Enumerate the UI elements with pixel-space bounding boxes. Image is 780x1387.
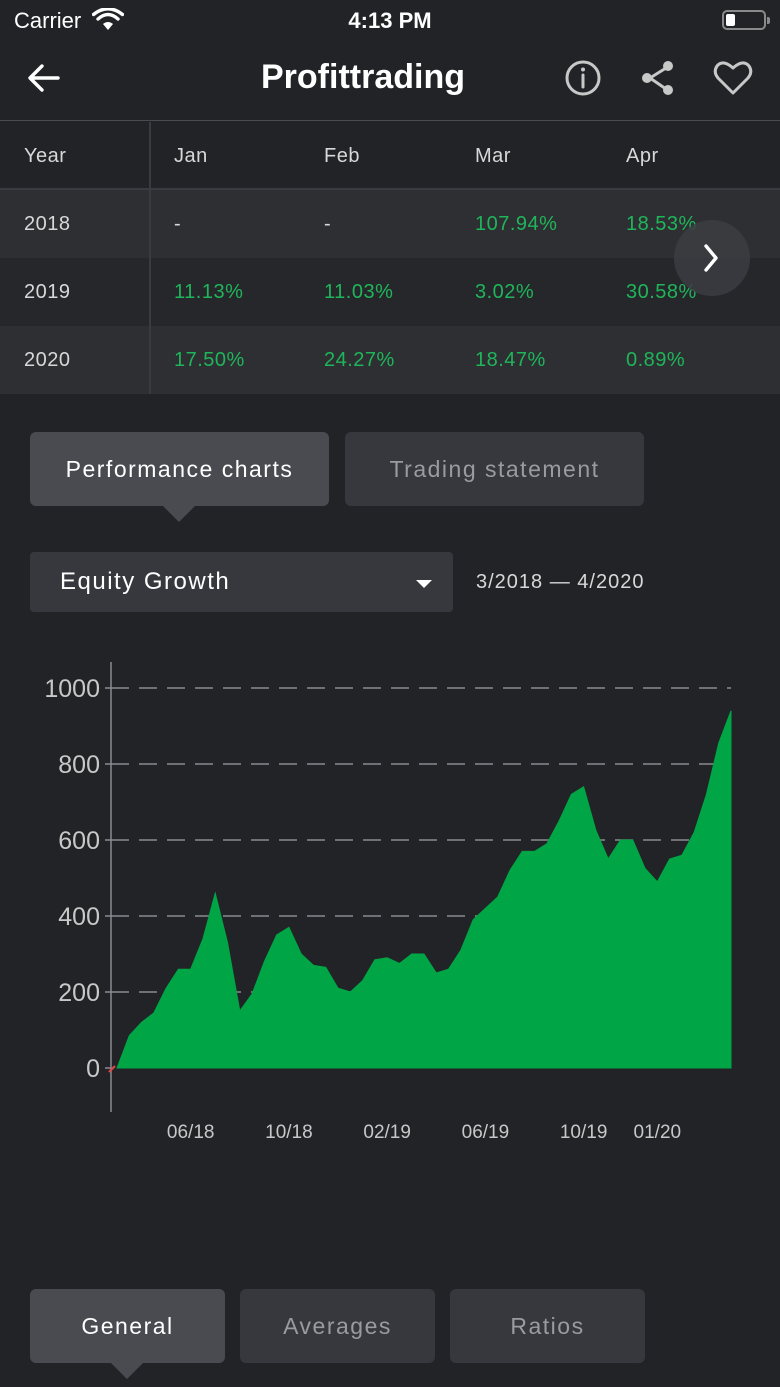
y-tick-label: 800 xyxy=(58,751,100,779)
chart-type-selected: Equity Growth xyxy=(60,568,231,595)
status-bar: Carrier 4:13 PM xyxy=(0,0,780,40)
table-row: 2020 17.50% 24.27% 18.47% 0.89% xyxy=(0,326,780,394)
x-tick-label: 06/18 xyxy=(167,1122,215,1143)
table-cell: 11.03% xyxy=(324,281,394,303)
row-year: 2019 xyxy=(24,281,71,303)
column-divider xyxy=(149,122,151,394)
column-header-mar: Mar xyxy=(475,145,511,167)
y-tick-label: 0 xyxy=(86,1055,100,1083)
table-cell: 30.58% xyxy=(626,281,697,303)
battery-icon xyxy=(722,10,770,30)
x-tick-label: 01/20 xyxy=(634,1122,682,1143)
row-year: 2018 xyxy=(24,213,71,235)
caret-down-icon xyxy=(416,580,432,588)
column-header-jan: Jan xyxy=(174,145,208,167)
column-header-year: Year xyxy=(24,145,67,167)
tab-trading-statement[interactable]: Trading statement xyxy=(345,432,644,506)
y-tick-label: 1000 xyxy=(44,675,100,703)
equity-area-series xyxy=(116,710,732,1069)
row-year: 2020 xyxy=(24,349,71,371)
table-cell: 107.94% xyxy=(475,213,558,235)
share-icon[interactable] xyxy=(636,56,680,100)
tab-general[interactable]: General xyxy=(30,1289,225,1363)
x-tick-label: 06/19 xyxy=(462,1122,510,1143)
table-row: 2018 - - 107.94% 18.53% xyxy=(0,190,780,258)
table-cell: 0.89% xyxy=(626,349,686,371)
active-tab-pointer xyxy=(163,506,195,522)
table-cell: 18.47% xyxy=(475,349,546,371)
nav-bar: Profittrading xyxy=(0,40,780,121)
clock: 4:13 PM xyxy=(348,8,432,33)
monthly-returns-table: Year Jan Feb Mar Apr 2018 - - 107.94% 18… xyxy=(0,122,780,394)
page-title: Profittrading xyxy=(261,58,465,96)
table-cell: 11.13% xyxy=(174,281,244,303)
table-cell: - xyxy=(324,213,332,235)
wifi-icon xyxy=(92,8,124,30)
chevron-right-icon xyxy=(704,244,718,272)
tab-averages[interactable]: Averages xyxy=(240,1289,435,1363)
tab-ratios[interactable]: Ratios xyxy=(450,1289,645,1363)
table-cell: - xyxy=(174,213,182,235)
info-icon[interactable] xyxy=(561,56,605,100)
equity-growth-chart: 0 200 400 600 800 1000 06/18 10/18 02/19 06/19 10/… xyxy=(44,662,732,1143)
active-tab-pointer xyxy=(111,1363,143,1379)
scroll-right-button[interactable] xyxy=(674,220,750,296)
chart-type-select[interactable]: Equity Growth xyxy=(30,552,453,612)
x-tick-label: 02/19 xyxy=(363,1122,411,1143)
y-tick-label: 200 xyxy=(58,979,100,1007)
table-cell: 17.50% xyxy=(174,349,245,371)
column-header-apr: Apr xyxy=(626,145,659,167)
baseline-marker xyxy=(108,1065,116,1073)
table-header-row: Year Jan Feb Mar Apr xyxy=(0,122,780,190)
table-cell: 3.02% xyxy=(475,281,535,303)
tab-performance-charts[interactable]: Performance charts xyxy=(30,432,329,506)
table-cell: 18.53% xyxy=(626,213,697,235)
table-cell: 24.27% xyxy=(324,349,395,371)
y-tick-label: 400 xyxy=(58,903,100,931)
heart-icon[interactable] xyxy=(711,56,755,100)
column-header-feb: Feb xyxy=(324,145,360,167)
x-tick-label: 10/19 xyxy=(560,1122,608,1143)
carrier-label: Carrier xyxy=(14,8,82,33)
date-range-label: 3/2018 — 4/2020 xyxy=(476,571,645,593)
y-tick-label: 600 xyxy=(58,827,100,855)
arrow-left-icon[interactable] xyxy=(24,58,64,98)
table-row: 2019 11.13% 11.03% 3.02% 30.58% xyxy=(0,258,780,326)
x-tick-label: 10/18 xyxy=(265,1122,313,1143)
